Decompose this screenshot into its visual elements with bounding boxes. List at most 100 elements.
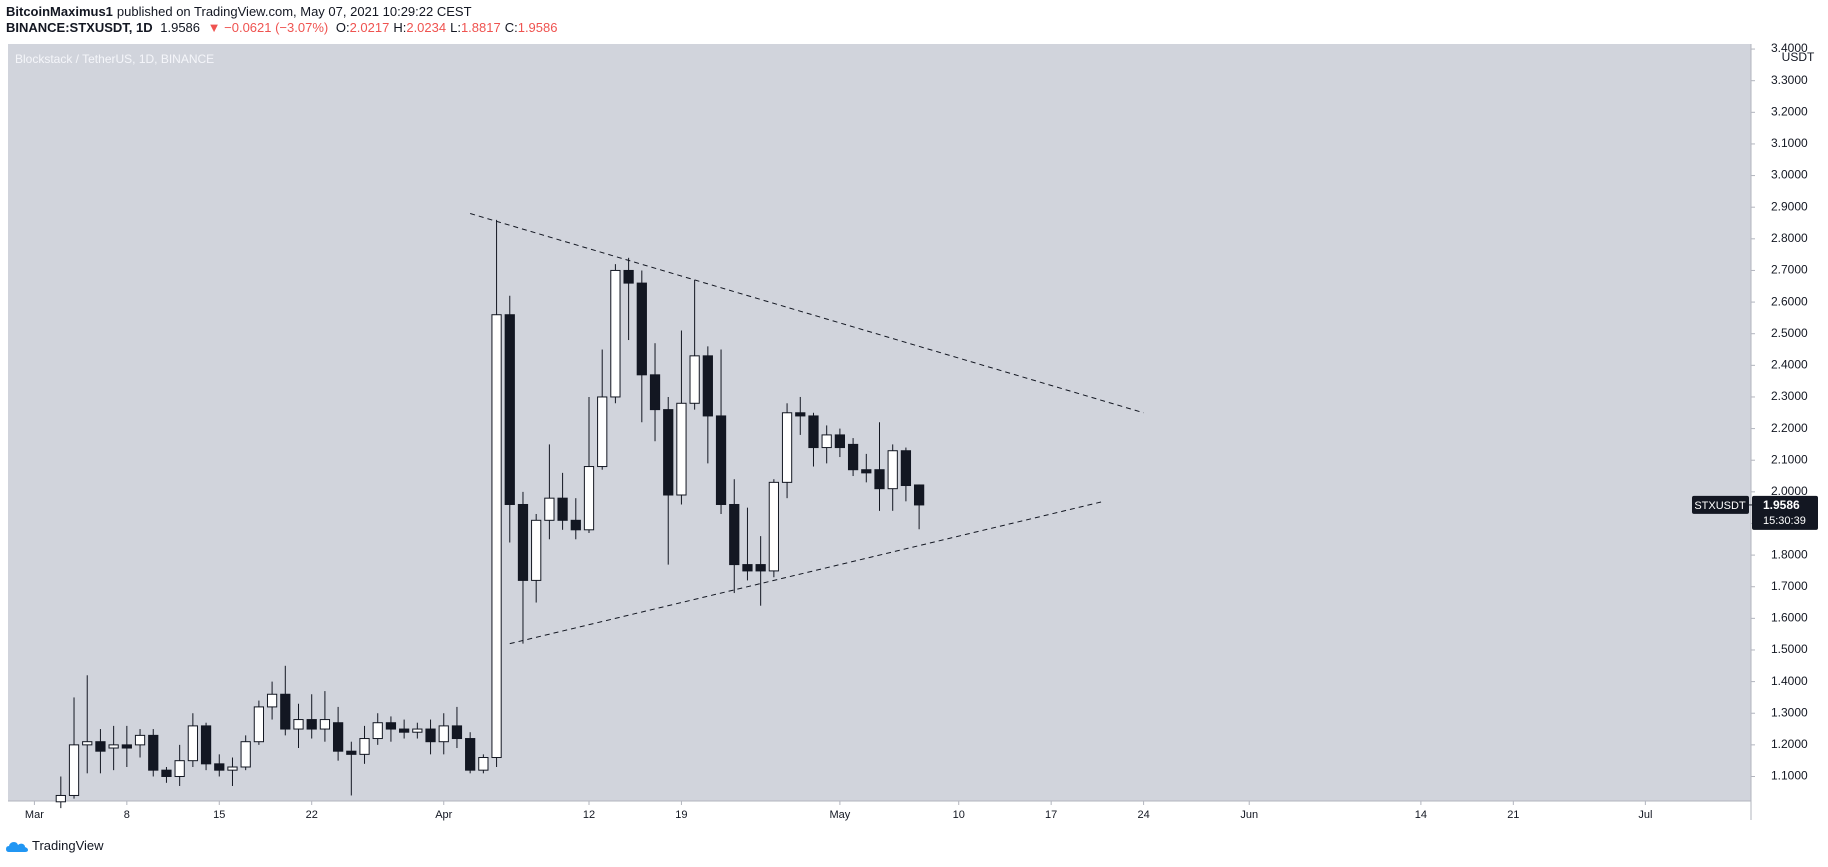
x-tick-label: 10 [953, 809, 965, 821]
y-tick-label: 2.2000 [1771, 421, 1808, 435]
author[interactable]: BitcoinMaximus1 [6, 4, 113, 19]
symbol-tag [1692, 495, 1749, 514]
x-tick-label: 19 [675, 809, 687, 821]
brand[interactable]: TradingView [32, 838, 104, 853]
y-tick-label: 1.6000 [1771, 611, 1808, 625]
candle-body [174, 760, 185, 777]
candle-body [385, 722, 397, 730]
trendline [509, 500, 1105, 645]
footer: TradingView [6, 838, 104, 853]
candle-body [346, 750, 357, 755]
ohlc-value: 2.0217 [349, 20, 390, 35]
candle-body [715, 415, 727, 505]
published: published on TradingView.com, May 07, 20… [116, 4, 472, 19]
candle-body [755, 564, 766, 572]
y-tick-label: 2.3000 [1771, 389, 1808, 403]
candle-body [808, 415, 819, 449]
candle-body [187, 725, 198, 762]
price-tag [1752, 495, 1818, 530]
y-tick-label: 2.7000 [1771, 263, 1808, 277]
trendline [470, 213, 1144, 414]
y-tick-label: 2.0000 [1771, 484, 1808, 498]
publish-line: BitcoinMaximus1 published on TradingView.… [6, 4, 476, 19]
candle-body [623, 269, 634, 284]
x-tick-label: 8 [124, 809, 130, 821]
y-tick-label: 1.5000 [1771, 642, 1808, 656]
x-tick-label: 24 [1137, 809, 1149, 821]
chart-title: Blockstack / TetherUS, 1D, BINANCE [15, 52, 214, 66]
candle-body [491, 314, 502, 759]
candle-body [702, 355, 713, 417]
candle-body [729, 503, 740, 566]
y-tick-label: 2.4000 [1771, 358, 1808, 372]
y-tick-label: 3.4000 [1771, 41, 1808, 55]
x-tick-label: 22 [306, 809, 318, 821]
candle-body [861, 469, 872, 474]
candle-body [451, 725, 463, 740]
candle-body [108, 744, 119, 749]
candle-body [742, 564, 753, 572]
y-tick-label: 1.8000 [1771, 547, 1808, 561]
y-tick-label: 1.4000 [1771, 674, 1808, 688]
arrow: ▼ [207, 20, 221, 35]
candle-body [227, 766, 238, 771]
candle-body [372, 722, 383, 740]
candle-body [900, 450, 912, 487]
symbol: BINANCE:STXUSDT, 1D [6, 20, 153, 35]
candle-body [913, 484, 925, 506]
change: −0.0621 (−3.07%) [224, 20, 329, 35]
candle-body [399, 728, 410, 733]
candle-body [544, 497, 555, 521]
y-tick-label: 3.0000 [1771, 168, 1808, 182]
candle-body [649, 374, 661, 411]
candle-body [583, 466, 595, 531]
x-tick-label: Jul [1638, 809, 1652, 821]
candle-body [55, 794, 66, 803]
candle-body [795, 412, 806, 417]
candle-body [214, 763, 225, 771]
y-tick-label: 1.3000 [1771, 705, 1808, 719]
candle-body [240, 741, 251, 768]
ohlc-value: 2.0234 [406, 20, 447, 35]
y-tick-label: 2.9000 [1771, 199, 1808, 213]
symbol-line: BINANCE:STXUSDT, 1D 1.9586 ▼ −0.0621 (−3… [6, 20, 565, 35]
candle-body [306, 719, 317, 730]
ohlc-value: 1.9586 [517, 20, 558, 35]
candle-body [781, 412, 793, 483]
x-tick-label: Mar [25, 809, 44, 821]
logo [6, 841, 28, 852]
candle-body [531, 519, 542, 581]
x-tick-label: 14 [1415, 809, 1427, 821]
x-tick-label: Jun [1240, 809, 1258, 821]
ohlc: O:2.0217 H:2.0234 L:1.8817 C:1.9586 [336, 20, 562, 35]
candle-body [874, 469, 885, 490]
candle-body [768, 481, 779, 572]
y-tick-label: 2.1000 [1771, 452, 1808, 466]
x-tick-label: Apr [435, 809, 452, 821]
y-tick-label: 1.7000 [1771, 579, 1808, 593]
candle-body [597, 396, 608, 468]
candle-body [253, 706, 265, 743]
candle-body [134, 734, 146, 746]
x-tick-label: 17 [1045, 809, 1057, 821]
candle-body [293, 719, 304, 730]
candle-body [689, 355, 700, 404]
y-unit: USDT [1782, 50, 1815, 64]
candle-body [663, 409, 674, 496]
candle-body [887, 450, 898, 490]
x-tick-label: May [829, 809, 850, 821]
x-tick-label: 12 [583, 809, 595, 821]
ohlc-label: O: [335, 20, 350, 35]
y-tick-label: 2.5000 [1771, 326, 1808, 340]
candle-body [280, 693, 291, 730]
last: 1.9586 [160, 20, 201, 35]
countdown-label: 15:30:39 [1763, 515, 1806, 527]
candle-body [847, 443, 859, 471]
y-tick-label: 2.8000 [1771, 231, 1808, 245]
ohlc-value: 1.8817 [460, 20, 501, 35]
y-tick-label: 1.1000 [1771, 769, 1808, 783]
candle-body [676, 402, 687, 496]
candle-body [412, 728, 423, 733]
candle-body [359, 738, 370, 755]
